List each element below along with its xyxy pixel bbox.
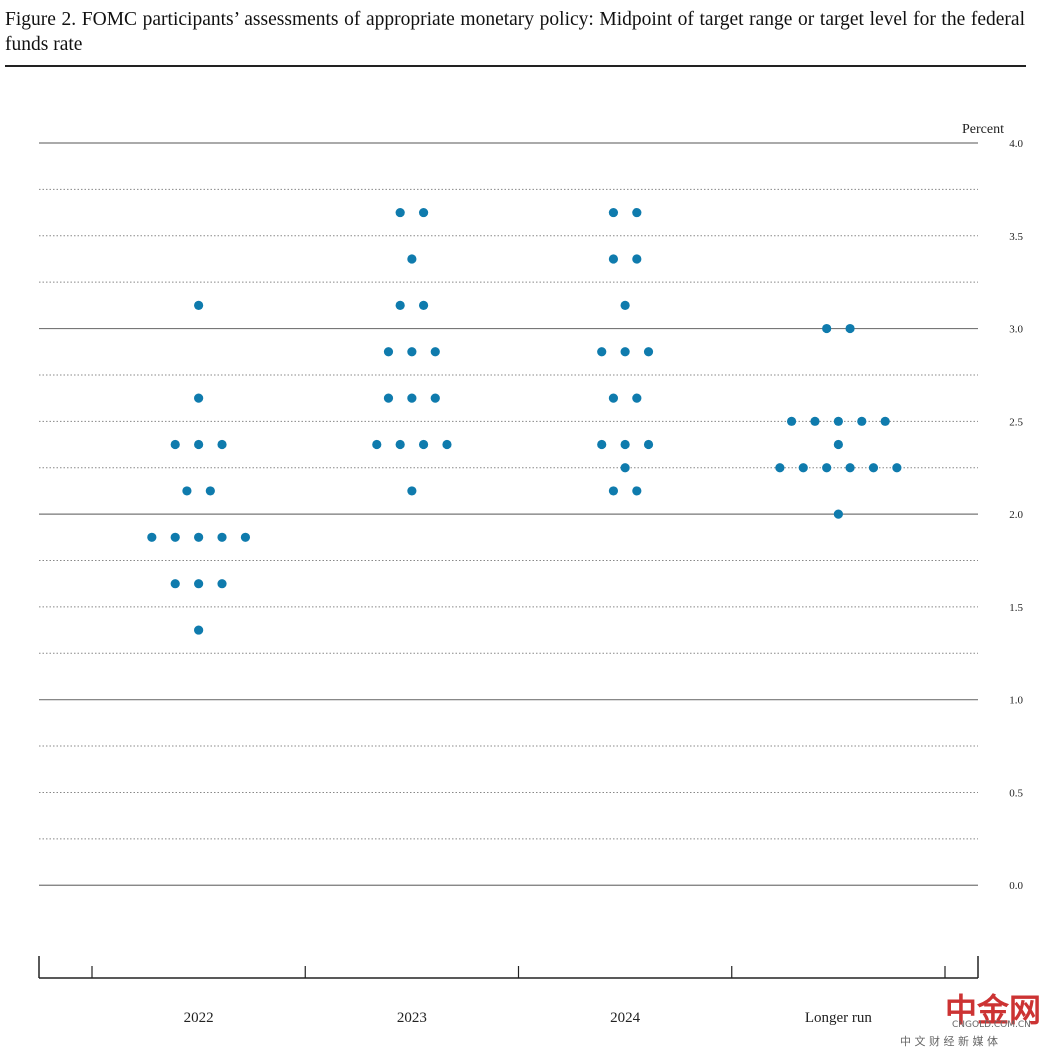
y-axis-label: Percent: [962, 122, 1004, 137]
dot: [217, 532, 227, 542]
dot: [833, 509, 843, 519]
dot: [620, 439, 630, 450]
x-tick-label: 2023: [397, 1010, 427, 1026]
dot: [217, 439, 227, 450]
y-tick-label: 2.0: [1009, 509, 1023, 521]
dot: [395, 207, 405, 218]
dot: [620, 300, 630, 310]
dot: [608, 254, 619, 264]
y-tick-label: 4.0: [1009, 138, 1023, 150]
dot: [632, 393, 642, 403]
y-tick-label: 3.5: [1009, 231, 1023, 243]
dot: [632, 207, 642, 218]
dot: [182, 486, 192, 496]
y-tick-label: 1.5: [1009, 602, 1023, 614]
dot: [194, 625, 204, 635]
dot: [170, 439, 180, 450]
y-tick-label: 3.0: [1009, 324, 1023, 336]
dot: [430, 347, 440, 357]
dot: [395, 439, 405, 450]
dot: [147, 532, 157, 542]
dot: [407, 254, 417, 264]
dot: [194, 300, 204, 310]
title-rule: [5, 65, 1026, 67]
dot: [608, 486, 619, 496]
dot: [597, 347, 607, 357]
dot: [418, 207, 429, 218]
dot: [868, 463, 879, 473]
dot: [892, 463, 902, 473]
y-tick-label: 1.0: [1009, 695, 1023, 707]
dot: [608, 393, 619, 403]
dot: [372, 439, 382, 450]
dot: [418, 439, 429, 450]
dot: [857, 416, 867, 426]
dot: [407, 486, 417, 496]
dot: [418, 300, 429, 310]
watermark-url: CNGOLD.COM.CN: [952, 1020, 1031, 1030]
y-tick-label: 0.0: [1009, 880, 1023, 892]
dot: [620, 347, 630, 357]
y-tick-label: 2.5: [1009, 416, 1023, 428]
dot: [786, 416, 797, 426]
dot: [395, 300, 405, 310]
dot: [620, 463, 630, 473]
dot: [205, 486, 215, 496]
watermark-logo: 中金网: [945, 991, 1042, 1029]
x-tick-label: 2022: [184, 1010, 214, 1026]
dot: [608, 207, 619, 218]
dot: [833, 416, 843, 426]
dot: [597, 439, 607, 450]
dot: [407, 393, 417, 403]
y-tick-label: 0.5: [1009, 787, 1023, 799]
x-tick-label: 2024: [610, 1010, 641, 1026]
dot: [442, 439, 452, 450]
dot: [643, 439, 654, 450]
dot: [833, 439, 843, 450]
dot: [845, 323, 855, 334]
watermark-slogan: 中 文 财 经 新 媒 体: [900, 1035, 998, 1048]
dot: [194, 439, 204, 450]
dot: [632, 486, 642, 496]
dot: [643, 347, 654, 357]
dot: [170, 532, 180, 542]
dot: [217, 579, 227, 589]
chart-title: Figure 2. FOMC participants’ assessments…: [5, 9, 1025, 55]
dot: [430, 393, 440, 403]
dot: [632, 254, 642, 264]
dot: [170, 579, 180, 589]
dot: [383, 393, 394, 403]
dot: [194, 393, 204, 403]
dot: [822, 463, 832, 473]
dot: [383, 347, 394, 357]
dot: [880, 416, 890, 426]
dot: [240, 532, 251, 542]
dot: [775, 463, 785, 473]
dot: [822, 323, 832, 334]
dot: [810, 416, 820, 426]
dot: [194, 579, 204, 589]
dot: [845, 463, 855, 473]
dot: [798, 463, 808, 473]
dot: [407, 347, 417, 357]
dot: [194, 532, 204, 542]
x-tick-label: Longer run: [805, 1010, 873, 1026]
